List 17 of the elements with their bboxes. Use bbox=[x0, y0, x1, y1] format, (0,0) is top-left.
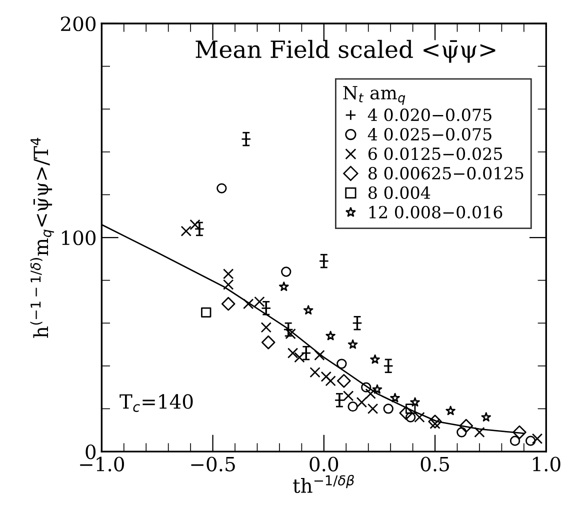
legend-label: 6 0.0125−0.025 bbox=[368, 147, 502, 160]
x-tick-label: 0.5 bbox=[420, 456, 449, 472]
legend-title: N$_{t}$ am$_{q}$ bbox=[343, 86, 406, 105]
legend-label: 4 0.020−0.075 bbox=[368, 108, 492, 122]
legend-label: 8 0.00625−0.0125 bbox=[368, 166, 524, 180]
legend-label: 8 0.004 bbox=[368, 186, 430, 199]
x-tick-label: 0.0 bbox=[310, 456, 338, 472]
y-tick-label: 100 bbox=[62, 230, 96, 246]
x-tick-label: −0.5 bbox=[191, 456, 235, 472]
x-axis-title: th$^{−1/δβ}$ bbox=[293, 474, 354, 494]
annotation: T$_{c}$=140 bbox=[120, 394, 193, 412]
y-tick-label: 200 bbox=[61, 16, 96, 32]
text: Mean Field scaled <ψ̄ψ> bbox=[196, 40, 496, 63]
legend-label: 12 0.008−0.016 bbox=[369, 206, 502, 218]
y-axis-title: h$^{(−1−1/δ)}$m$_{q}$<ψ̄ψ>/T$^{4}$ bbox=[30, 138, 54, 338]
legend-label: 4 0.025−0.075 bbox=[368, 128, 492, 141]
x-tick-label: 1.0 bbox=[533, 456, 560, 472]
